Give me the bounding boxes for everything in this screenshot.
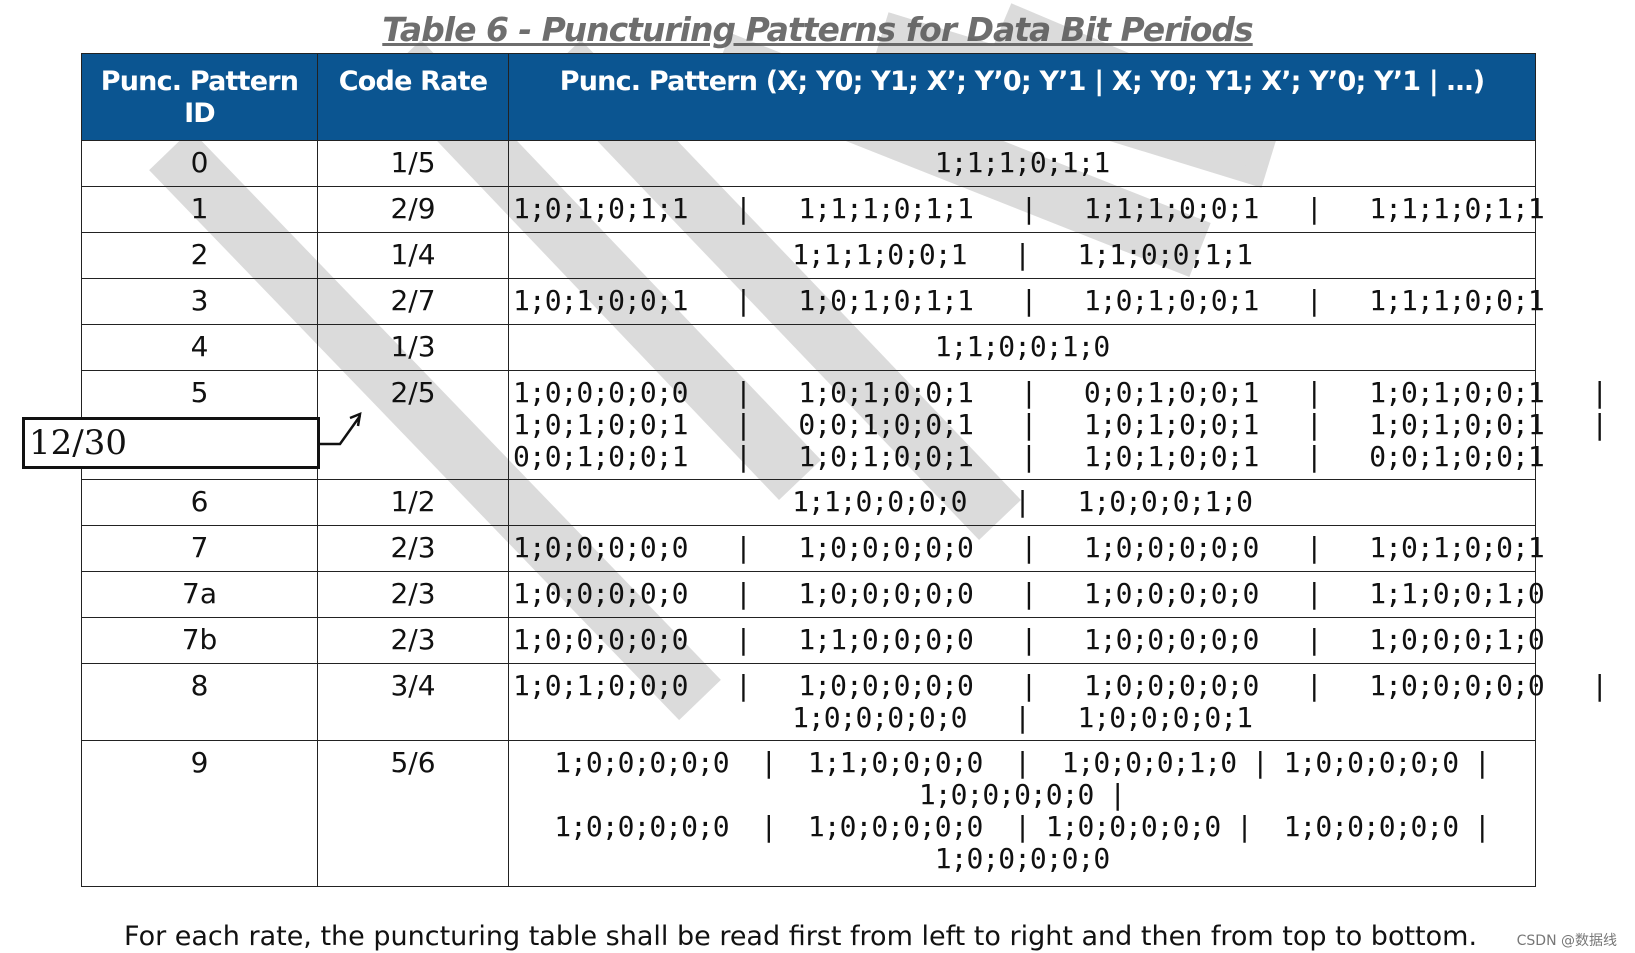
cell-code-rate: 2/3: [317, 571, 509, 618]
table-row: 8 3/4 1;0;1;0;0;0 | 1;0;0;0;0;0 | 1;0;0;0;…: [81, 663, 1608, 741]
pattern-line: 1;1;0;0;1;0: [934, 330, 1110, 363]
cell-code-rate: 3/4: [317, 663, 509, 741]
cell-pattern-id: 7a: [81, 571, 318, 618]
pattern-line: 1;0;1;0;1;1 | 1;1;1;0;1;1 | 1;1;1;0;0;1 …: [513, 192, 1545, 225]
pattern-line: 1;0;1;0;0;1 | 0;0;1;0;0;1 | 1;0;1;0;0;1 …: [513, 408, 1608, 441]
table-footnote: For each rate, the puncturing table shal…: [124, 921, 1478, 952]
puncturing-patterns-table: Punc. Pattern ID Code Rate Punc. Pattern…: [81, 53, 1608, 887]
table-header-row: Punc. Pattern ID Code Rate Punc. Pattern…: [81, 53, 1536, 141]
pattern-line: 1;1;1;0;0;1 | 1;1;0;0;1;1: [792, 238, 1253, 271]
cell-code-rate: 2/3: [317, 617, 509, 664]
cell-pattern: 1;0;0;0;0;0 | 1;0;0;0;0;0 | 1;0;0;0;0;0 …: [508, 571, 1545, 618]
table-row: 9 5/6 1;0;0;0;0;0 | 1;1;0;0;0;0 | 1;0;0;0;…: [81, 740, 1536, 887]
annotation-text: 12/30: [29, 423, 127, 463]
cell-pattern: 1;0;1;0;0;1 | 1;0;1;0;1;1 | 1;0;1;0;0;1 …: [508, 278, 1545, 325]
pattern-line: 1;0;1;0;0;1 | 1;0;1;0;1;1 | 1;0;1;0;0;1 …: [513, 284, 1545, 317]
pattern-line: 1;0;0;0;0;0 | 1;0;0;0;0;0 | 1;0;0;0;0;0 …: [513, 531, 1545, 564]
cell-pattern: 1;0;1;0;1;1 | 1;1;1;0;1;1 | 1;1;1;0;0;1 …: [508, 186, 1545, 233]
pattern-line: 1;0;0;0;0;0 | 1;0;0;0;0;1: [792, 701, 1253, 734]
pattern-line: 1;0;0;0;0;0 |: [918, 778, 1126, 811]
pattern-line: 1;0;1;0;0;0 | 1;0;0;0;0;0 | 1;0;0;0;0;0 …: [513, 669, 1608, 702]
cell-pattern-id: 2: [81, 232, 318, 279]
pattern-line: 1;0;0;0;0;0 | 1;0;0;0;0;0 | 1;0;0;0;0;0 …: [554, 810, 1491, 843]
cell-pattern-id: 0: [81, 140, 318, 187]
cell-pattern: 1;0;0;0;0;0 | 1;0;1;0;0;1 | 0;0;1;0;0;1 …: [508, 370, 1608, 480]
pattern-line: 1;0;0;0;0;0: [934, 842, 1110, 875]
cell-code-rate: 2/9: [317, 186, 509, 233]
cell-pattern: 1;0;0;0;0;0 | 1;1;0;0;0;0 | 1;0;0;0;0;0 …: [508, 617, 1545, 664]
table-row: 2 1/4 1;1;1;0;0;1 | 1;1;0;0;1;1: [81, 232, 1536, 279]
cell-code-rate: 1/2: [317, 479, 509, 526]
cell-pattern: 1;0;1;0;0;0 | 1;0;0;0;0;0 | 1;0;0;0;0;0 …: [508, 663, 1608, 741]
table-row: 1 2/9 1;0;1;0;1;1 | 1;1;1;0;1;1 | 1;1;1;0;…: [81, 186, 1545, 233]
cell-pattern: 1;1;1;0;0;1 | 1;1;0;0;1;1: [508, 232, 1536, 279]
cell-pattern-id: 1: [81, 186, 318, 233]
cell-code-rate: 1/5: [317, 140, 509, 187]
cell-pattern-id: 7b: [81, 617, 318, 664]
table-row: 7 2/3 1;0;0;0;0;0 | 1;0;0;0;0;0 | 1;0;0;0;…: [81, 525, 1545, 572]
cell-pattern-id: 3: [81, 278, 318, 325]
cell-pattern: 1;1;1;0;1;1: [508, 140, 1536, 187]
cell-pattern: 1;1;0;0;1;0: [508, 324, 1536, 371]
pattern-line: 1;1;1;0;1;1: [934, 146, 1110, 179]
pattern-line: 1;0;0;0;0;0 | 1;0;0;0;0;0 | 1;0;0;0;0;0 …: [513, 577, 1545, 610]
table-row: 3 2/7 1;0;1;0;0;1 | 1;0;1;0;1;1 | 1;0;1;0;…: [81, 278, 1545, 325]
pattern-line: 1;0;0;0;0;0 | 1;1;0;0;0;0 | 1;0;0;0;0;0 …: [513, 623, 1545, 656]
cell-code-rate: 2/7: [317, 278, 509, 325]
cell-pattern-id: 4: [81, 324, 318, 371]
annotation-arrow-icon: [320, 412, 362, 446]
cell-pattern-id: 7: [81, 525, 318, 572]
cell-pattern-id: 6: [81, 479, 318, 526]
table-row: 6 1/2 1;1;0;0;0;0 | 1;0;0;0;1;0: [81, 479, 1536, 526]
cell-pattern: 1;0;0;0;0;0 | 1;1;0;0;0;0 | 1;0;0;0;1;0 …: [508, 740, 1536, 887]
cell-code-rate: 5/6: [317, 740, 509, 887]
table-row: 7b 2/3 1;0;0;0;0;0 | 1;1;0;0;0;0 | 1;0;0;0…: [81, 617, 1545, 664]
table-row: 7a 2/3 1;0;0;0;0;0 | 1;0;0;0;0;0 | 1;0;0;0…: [81, 571, 1545, 618]
cell-code-rate: 1/3: [317, 324, 509, 371]
cell-pattern: 1;0;0;0;0;0 | 1;0;0;0;0;0 | 1;0;0;0;0;0 …: [508, 525, 1545, 572]
pattern-line: 1;0;0;0;0;0 | 1;0;1;0;0;1 | 0;0;1;0;0;1 …: [513, 376, 1608, 409]
table-row: 4 1/3 1;1;0;0;1;0: [81, 324, 1536, 371]
pattern-line: 1;0;0;0;0;0 | 1;1;0;0;0;0 | 1;0;0;0;1;0 …: [554, 746, 1491, 779]
csdn-watermark: CSDN @数据线: [1516, 933, 1617, 949]
header-pattern: Punc. Pattern (X; Y0; Y1; X’; Y’0; Y’1 |…: [508, 53, 1536, 141]
header-pattern-id: Punc. Pattern ID: [81, 53, 318, 141]
cell-code-rate: 1/4: [317, 232, 509, 279]
cell-pattern-id: 9: [81, 740, 318, 887]
cell-pattern: 1;1;0;0;0;0 | 1;0;0;0;1;0: [508, 479, 1536, 526]
table-row: 0 1/5 1;1;1;0;1;1: [81, 140, 1536, 187]
cell-code-rate: 2/3: [317, 525, 509, 572]
pattern-line: 0;0;1;0;0;1 | 1;0;1;0;0;1 | 1;0;1;0;0;1 …: [513, 440, 1545, 473]
cell-pattern-id: 8: [81, 663, 318, 741]
header-code-rate: Code Rate: [317, 53, 509, 141]
pattern-line: 1;1;0;0;0;0 | 1;0;0;0;1;0: [792, 485, 1253, 518]
annotation-box: 12/30: [22, 417, 320, 469]
table-title: Table 6 - Puncturing Patterns for Data B…: [382, 10, 1253, 49]
